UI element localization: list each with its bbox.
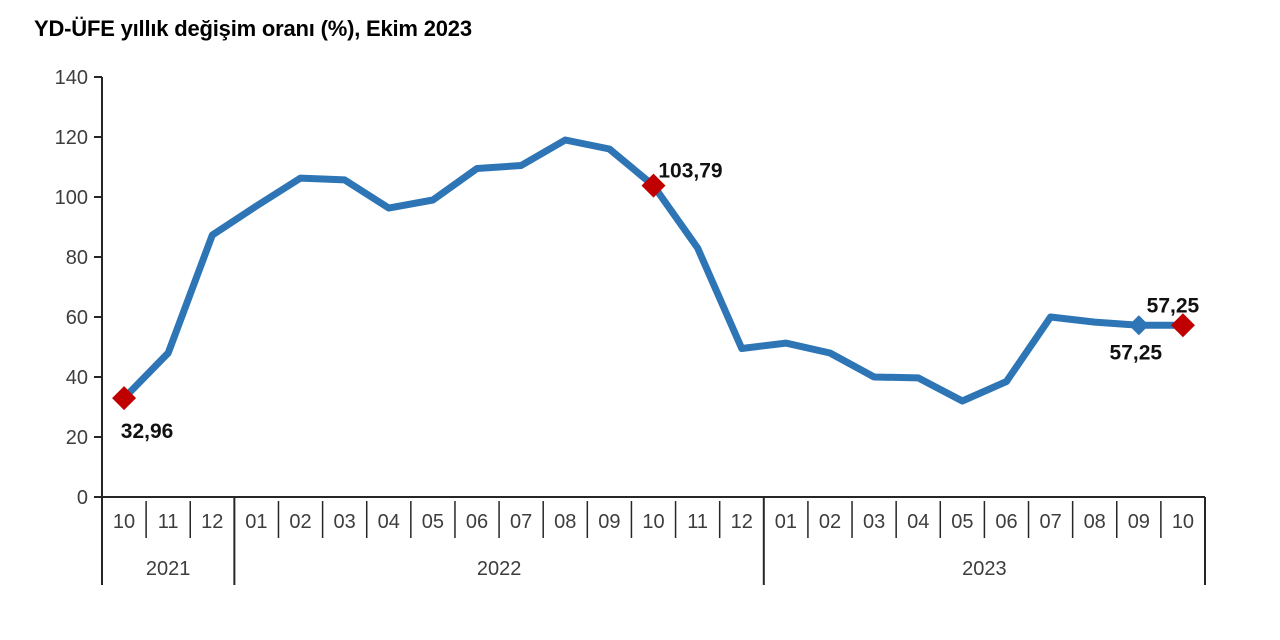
year-label: 2021 (146, 558, 191, 580)
month-label: 07 (510, 511, 532, 533)
month-label: 05 (951, 511, 973, 533)
month-label: 10 (1172, 511, 1194, 533)
chart-title: YD-ÜFE yıllık değişim oranı (%), Ekim 20… (34, 16, 472, 41)
month-label: 10 (642, 511, 664, 533)
year-label: 2023 (962, 558, 1007, 580)
month-label: 02 (819, 511, 841, 533)
month-label: 05 (422, 511, 444, 533)
point-label: 57,25 (1110, 341, 1163, 364)
month-label: 04 (378, 511, 400, 533)
month-label: 08 (1084, 511, 1106, 533)
month-label: 06 (995, 511, 1017, 533)
point-label: 57,25 (1147, 294, 1200, 317)
month-label: 11 (687, 511, 708, 533)
y-tick-label: 120 (55, 127, 88, 149)
point-label: 32,96 (121, 420, 174, 443)
y-tick-label: 40 (66, 367, 88, 389)
y-tick-label: 140 (55, 67, 88, 89)
month-label: 06 (466, 511, 488, 533)
year-label: 2022 (477, 558, 522, 580)
month-label: 03 (334, 511, 356, 533)
month-label: 11 (158, 511, 179, 533)
month-label: 12 (201, 511, 223, 533)
month-label: 01 (775, 511, 797, 533)
y-tick-label: 0 (77, 487, 88, 509)
month-label: 03 (863, 511, 885, 533)
month-label: 10 (113, 511, 135, 533)
marker-diamond (1128, 315, 1149, 336)
month-label: 07 (1039, 511, 1061, 533)
marker-diamond (112, 386, 137, 411)
point-label: 103,79 (658, 160, 722, 183)
month-label: 12 (731, 511, 753, 533)
marker-diamond (641, 173, 666, 198)
y-tick-label: 100 (55, 187, 88, 209)
month-label: 04 (907, 511, 929, 533)
month-label: 01 (245, 511, 267, 533)
month-label: 02 (289, 511, 311, 533)
month-label: 08 (554, 511, 576, 533)
marker-diamond (1170, 313, 1195, 338)
y-tick-label: 80 (66, 247, 88, 269)
y-tick-label: 60 (66, 307, 88, 329)
y-tick-label: 20 (66, 427, 88, 449)
month-label: 09 (598, 511, 620, 533)
month-label: 09 (1128, 511, 1150, 533)
